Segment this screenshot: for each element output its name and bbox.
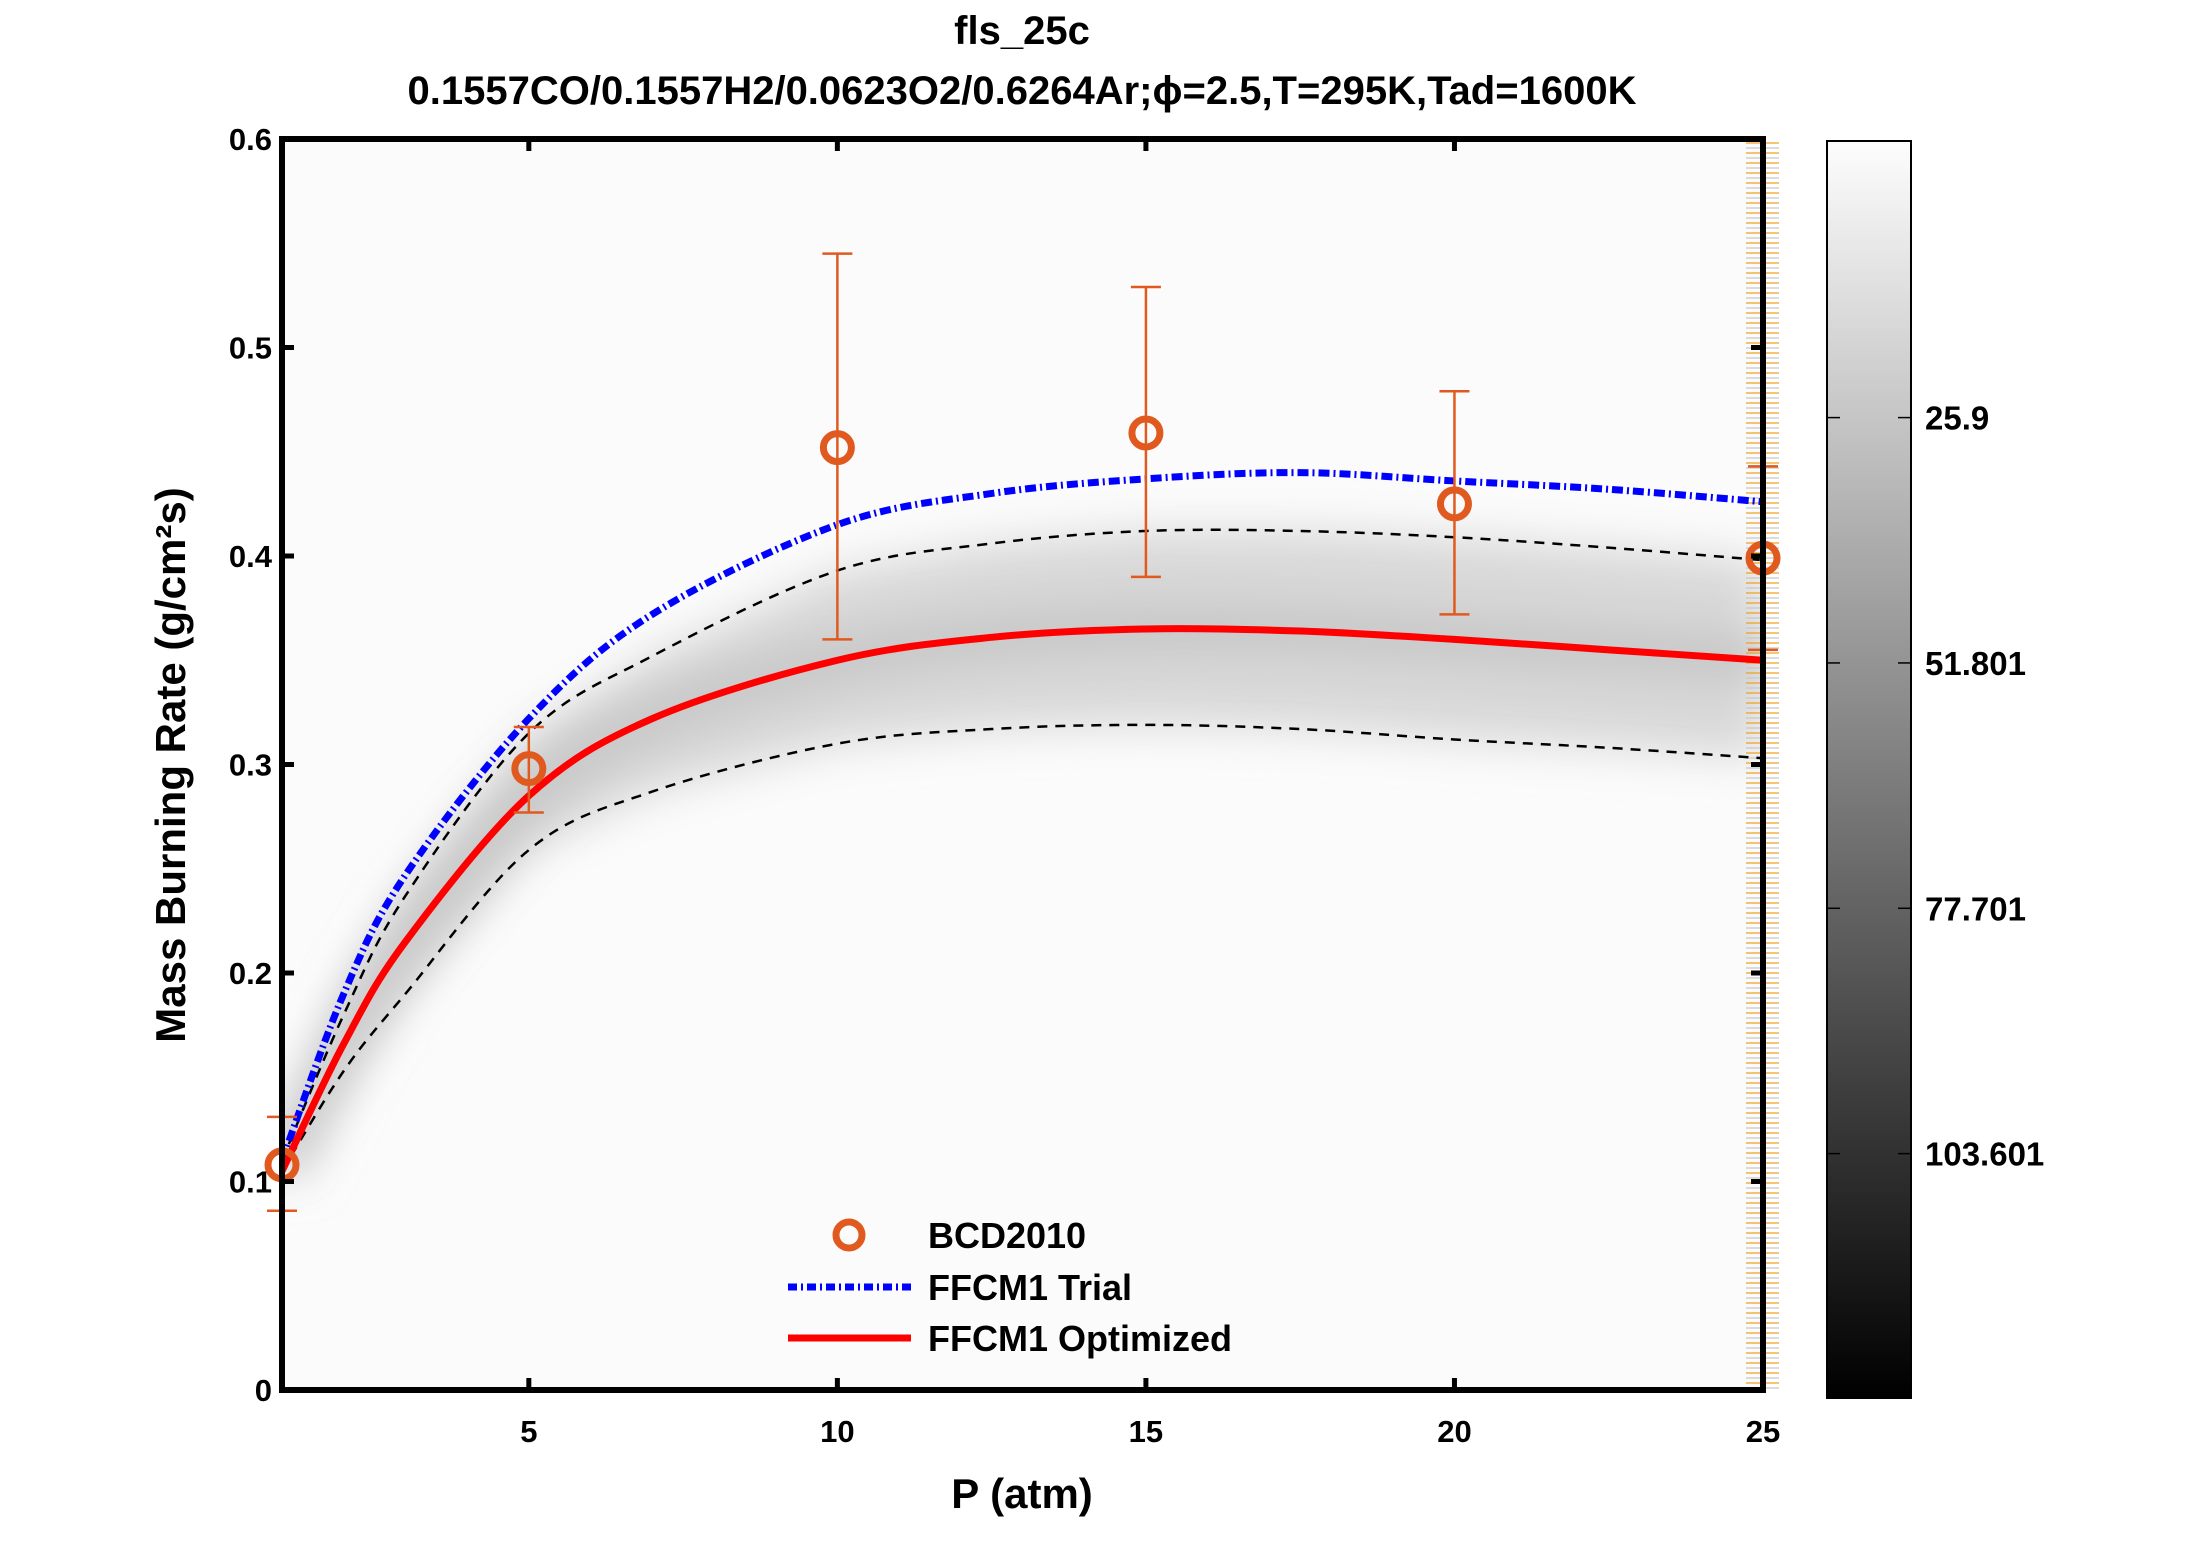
data-point-group	[511, 725, 547, 814]
y-tick-label: 0.1	[229, 1165, 272, 1200]
colorbar-tick-label: 103.601	[1925, 1136, 2044, 1173]
colorbar-tick-label: 77.701	[1925, 890, 2026, 927]
chart-title: fls_25c	[954, 9, 1090, 53]
series-layer	[282, 469, 1763, 1173]
data-point-group	[1436, 390, 1472, 616]
x-tick-label: 5	[520, 1414, 537, 1449]
y-tick-label: 0.6	[229, 122, 272, 157]
y-tick-label: 0.3	[229, 748, 272, 783]
lower-bound-line	[282, 723, 1763, 1172]
data-point-bcd2010	[819, 430, 855, 466]
data-point-group	[819, 252, 855, 641]
uncertainty-band-fill	[282, 530, 1763, 1172]
y-tick-label: 0.5	[229, 331, 272, 366]
series-ffcm1-trial	[282, 469, 1763, 1162]
legend-marker-bcd2010	[832, 1218, 866, 1252]
colorbar-gradient	[1826, 140, 1912, 1399]
legend-label-bcd2010: BCD2010	[928, 1215, 1086, 1256]
upper-bound-line	[282, 528, 1763, 1162]
data-point-bcd2010	[511, 751, 547, 787]
axis-ticks: 0 0.1 0.2 0.3 0.4 0.5 0.6 5 10 15 20 25	[229, 122, 1780, 1449]
x-tick-label: 25	[1746, 1414, 1780, 1449]
colorbar-tick-label: 25.9	[1925, 400, 1989, 437]
x-tick-label: 20	[1437, 1414, 1471, 1449]
x-axis-label: P (atm)	[951, 1470, 1093, 1517]
data-point-bcd2010	[1436, 486, 1472, 522]
chart-subtitle: 0.1557CO/0.1557H2/0.0623O2/0.6264Ar;ϕ=2.…	[408, 69, 1637, 113]
y-tick-label: 0	[255, 1373, 272, 1408]
legend-label-trial: FFCM1 Trial	[928, 1267, 1132, 1308]
x-tick-label: 15	[1129, 1414, 1163, 1449]
colorbar: 25.9 51.801 77.701 103.601	[1826, 140, 2044, 1399]
x-tick-label: 10	[820, 1414, 854, 1449]
y-tick-label: 0.2	[229, 956, 272, 991]
colorbar-tick-label: 51.801	[1925, 645, 2026, 682]
plot-area	[282, 139, 1763, 1390]
legend: BCD2010 FFCM1 Trial FFCM1 Optimized	[788, 1215, 1232, 1359]
data-point-bcd2010	[1128, 415, 1164, 451]
data-point-group	[1128, 285, 1164, 579]
y-axis-label: Mass Burning Rate (g/cm²s)	[147, 487, 194, 1042]
legend-label-optimized: FFCM1 Optimized	[928, 1318, 1232, 1359]
series-ffcm1-optimized	[282, 625, 1763, 1173]
y-tick-label: 0.4	[229, 539, 273, 574]
